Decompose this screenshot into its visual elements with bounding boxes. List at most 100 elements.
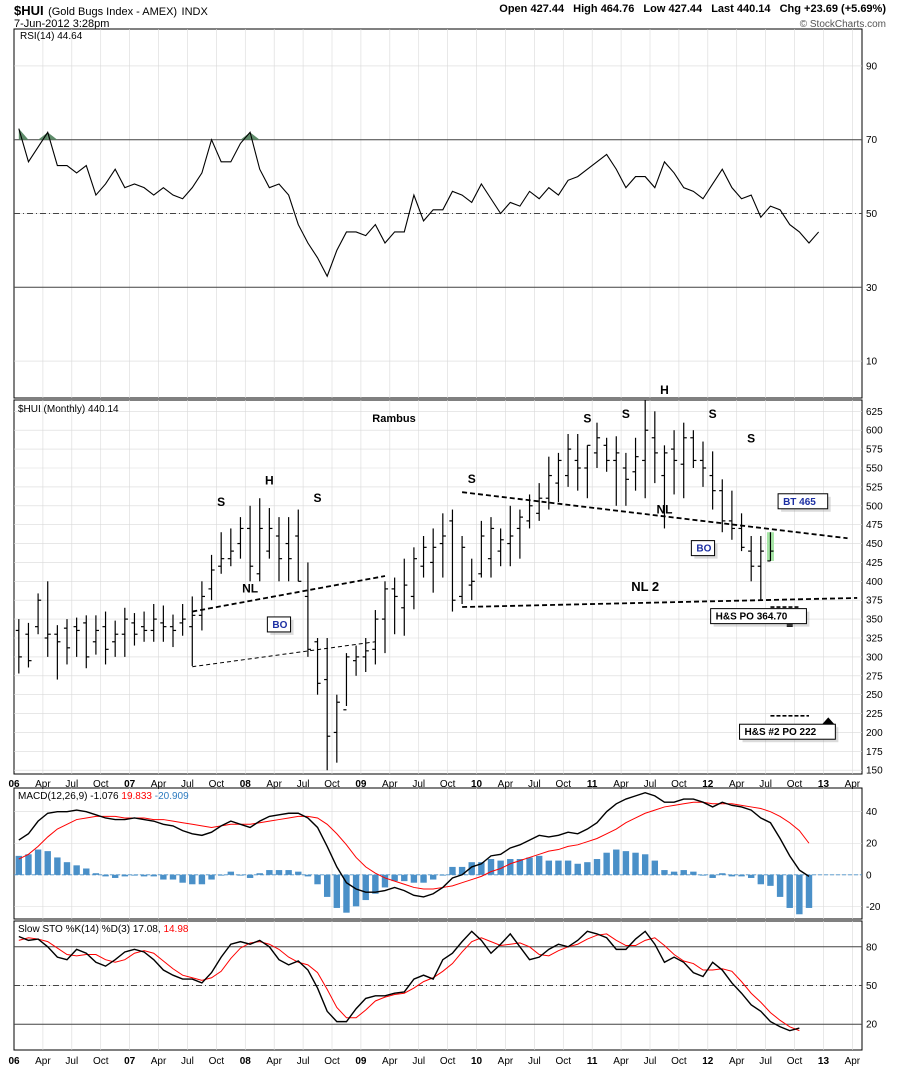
macd-hist-bar (767, 874, 774, 886)
x-tick-label: Oct (787, 779, 803, 790)
macd-hist-bar (227, 871, 235, 875)
macd-hist-bar (198, 874, 206, 885)
ohlc-bar (102, 611, 109, 665)
ohlc-bar (478, 520, 485, 578)
ohlc-bar (430, 528, 437, 593)
x-tick-label: Jul (759, 1056, 772, 1067)
price-tick-label: 325 (866, 634, 883, 645)
price-tick-label: 450 (866, 539, 883, 550)
ohlc-bar (497, 528, 504, 567)
pattern-label: S (217, 495, 225, 509)
x-tick-label: Jul (181, 779, 194, 790)
macd-hist-bar (497, 860, 504, 875)
x-tick-label: 09 (355, 1056, 367, 1067)
watermark: © StockCharts.com (799, 19, 886, 30)
callout-box: H&S PO 364.70 (710, 608, 810, 627)
x-tick-label: 08 (240, 1056, 252, 1067)
ohlc-bar (391, 577, 398, 635)
rsi-tick-label: 90 (866, 61, 878, 72)
macd-hist-bar (468, 862, 475, 875)
ohlc-bar (285, 517, 292, 582)
macd-hist-bar (73, 865, 80, 875)
price-tick-label: 425 (866, 558, 883, 569)
macd-hist-bar (314, 874, 321, 885)
ohlc-bar (179, 604, 186, 636)
ohlc-bar (150, 604, 157, 642)
ohlc-bar (266, 508, 273, 559)
macd-hist-bar (401, 874, 408, 882)
macd-label-part: MACD(12,26,9) (18, 791, 90, 802)
pattern-label: S (583, 412, 591, 426)
x-tick-label: 12 (702, 779, 714, 790)
rsi-tick-label: 10 (866, 357, 878, 368)
ohlc-bar (353, 645, 360, 676)
ohlc-bar (536, 483, 543, 521)
price-tick-label: 350 (866, 615, 883, 626)
macd-hist-bar (555, 860, 562, 875)
ohlc-bar (593, 422, 601, 468)
ohlc-bar (169, 614, 177, 648)
x-tick-label: Apr (498, 779, 514, 790)
x-tick-label: Apr (613, 779, 629, 790)
pattern-label: S (622, 407, 630, 421)
x-tick-label: Jul (528, 1056, 541, 1067)
symbol: $HUI (14, 3, 44, 18)
x-tick-label: Oct (209, 779, 225, 790)
macd-label-part: 19.833 (121, 791, 154, 802)
macd-label-part: -20.909 (155, 791, 189, 802)
callout-text: BO (696, 544, 711, 555)
ohlc-bar (420, 536, 427, 578)
price-tick-label: 375 (866, 596, 883, 607)
x-tick-label: Oct (324, 779, 340, 790)
price-tick-label: 625 (866, 407, 883, 418)
macd-hist-bar (738, 874, 745, 877)
x-tick-label: Oct (440, 1056, 456, 1067)
macd-hist-bar (131, 874, 138, 876)
x-tick-label: Oct (671, 779, 687, 790)
ohlc-bar (449, 509, 456, 612)
macd-tick-label: -20 (866, 902, 881, 913)
macd-hist-bar (526, 857, 533, 875)
macd-hist-bar (478, 862, 485, 875)
macd-hist-bar (275, 870, 283, 875)
ohlc-bar (304, 562, 311, 657)
macd-hist-bar (44, 851, 51, 875)
neckline-1 (192, 575, 386, 613)
ohlc-bar (690, 430, 697, 468)
ohlc-bar (295, 509, 302, 582)
ohlc-bar (362, 638, 369, 672)
ohlc-bar (574, 434, 581, 491)
ohlc-bar (680, 422, 687, 499)
macd-hist-bar (372, 874, 379, 894)
macd-tick-label: 40 (866, 807, 878, 818)
low-value: 427.44 (668, 3, 703, 15)
open-value: 427.44 (530, 3, 565, 15)
ohlc-bar (603, 437, 610, 472)
macd-hist-bar (487, 859, 495, 875)
macd-hist-bar (719, 873, 726, 875)
callout-frame (739, 723, 836, 740)
x-tick-label: Apr (35, 1056, 51, 1067)
macd-hist-bar (83, 868, 90, 875)
lower-channel-line (192, 641, 376, 668)
ohlc-bar (275, 517, 283, 582)
ohlc-bar (15, 619, 22, 674)
ohlc-bar (555, 452, 562, 502)
ohlc-bar (507, 505, 514, 567)
x-tick-label: Jul (644, 1056, 657, 1067)
macd-hist-bar (410, 874, 418, 883)
rsi-line (18, 128, 820, 278)
macd-hist-bar (217, 874, 225, 876)
macd-hist-bar (140, 874, 148, 877)
x-tick-label: Apr (382, 779, 398, 790)
ohlc-bar (83, 615, 90, 669)
ohlc-bar (439, 513, 446, 578)
rsi-panel-label: RSI(14) 44.64 (20, 31, 83, 42)
x-tick-label: Oct (93, 1056, 109, 1067)
macd-hist-bar (237, 874, 244, 876)
macd-hist-bar (805, 874, 813, 908)
ohlc-bar (237, 517, 244, 559)
x-tick-label: 06 (8, 1056, 20, 1067)
last-value: 440.14 (736, 3, 771, 15)
ohlc-bar (227, 528, 234, 567)
